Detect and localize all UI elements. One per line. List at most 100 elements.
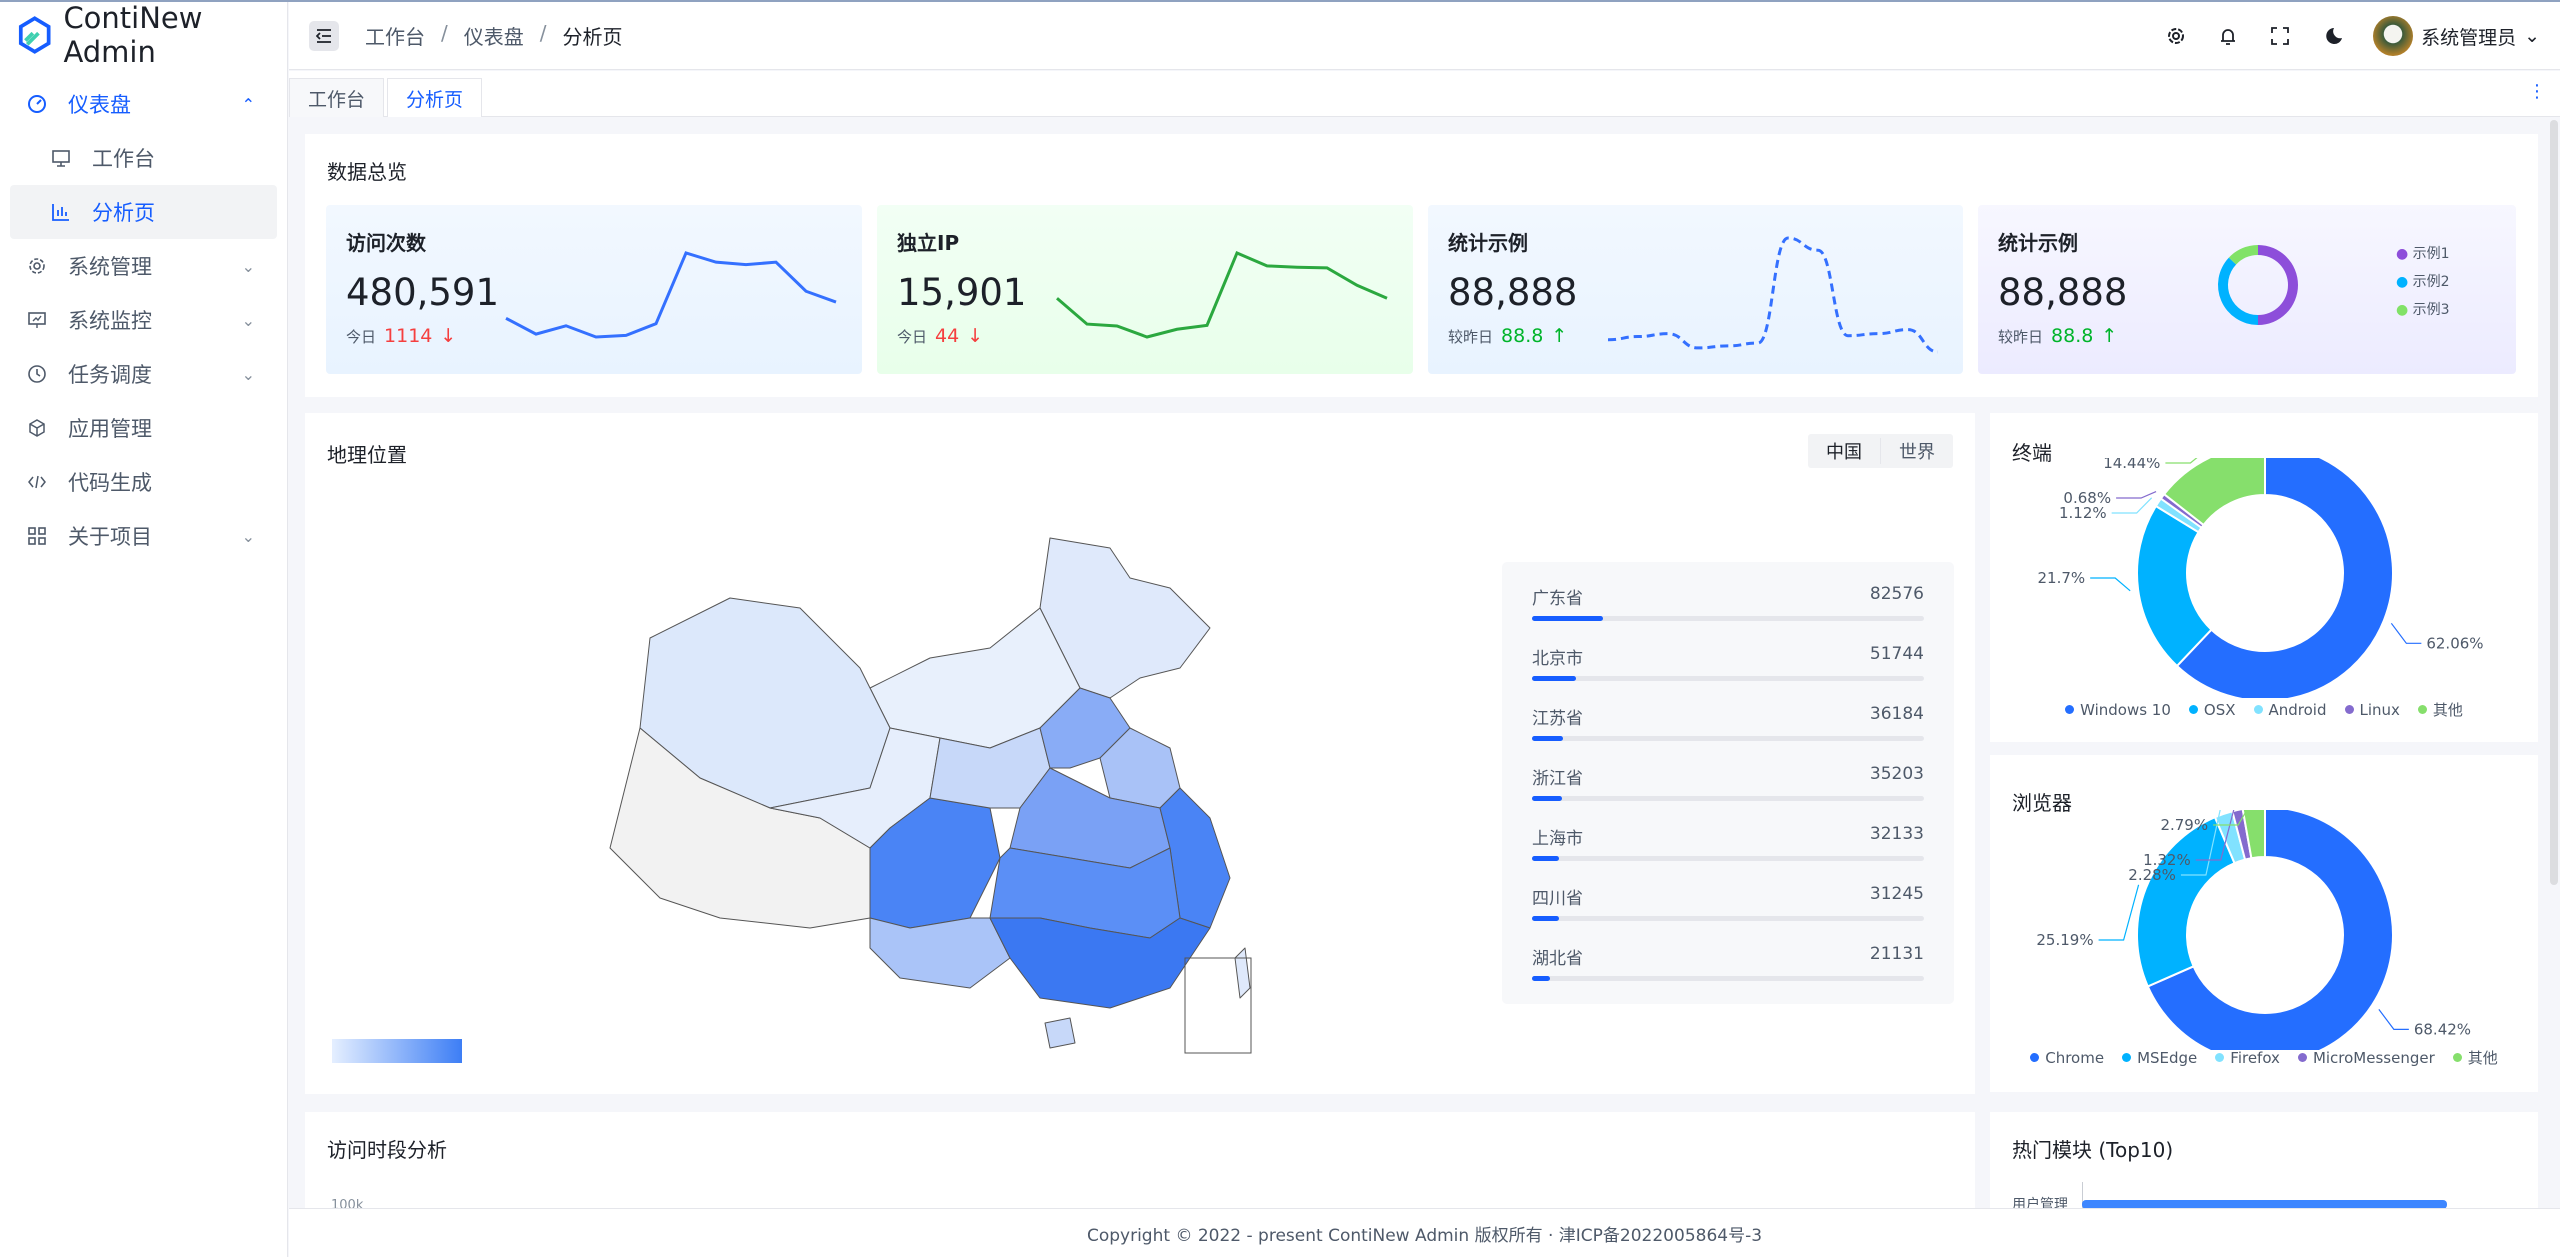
progress-fill xyxy=(1532,736,1563,741)
chevron-up-icon: ⌃ xyxy=(241,94,255,114)
region-name: 浙江省 xyxy=(1532,769,1583,789)
sidebar-menu: 仪表盘 ⌃ 工作台 分析页 系统管理 ⌄ 系统监控 ⌄ 任务调度 ⌄ 应用管理 代码生成… xyxy=(0,77,287,563)
terminal-donut-chart: 62.06% 21.7% 1.12%0.68% 14.44% xyxy=(2038,458,2484,698)
bar[interactable] xyxy=(2082,1200,2447,1209)
toggle-world[interactable]: 世界 xyxy=(1899,442,1935,463)
pie-label: 1.32% xyxy=(2143,851,2191,869)
sidebar-item-workbench[interactable]: 工作台 xyxy=(0,131,277,185)
pie-label-line xyxy=(2116,490,2157,499)
pie-label: 1.12% xyxy=(2059,504,2107,522)
legend-item[interactable]: Linux xyxy=(2344,699,2400,720)
legend-label: 示例3 xyxy=(2412,302,2450,318)
pie-label-line xyxy=(2213,810,2248,826)
stat-sub-label: 今日 xyxy=(346,327,377,346)
bar-chart-icon xyxy=(50,201,72,223)
pie-slice[interactable] xyxy=(2136,815,2236,988)
china-map[interactable] xyxy=(570,518,1290,1058)
breadcrumb-item[interactable]: 工作台 xyxy=(365,25,425,49)
app-name: ContiNew Admin xyxy=(63,1,203,69)
donut-slice[interactable] xyxy=(2258,245,2298,325)
pie-slice[interactable] xyxy=(2241,810,2266,860)
region-name: 北京市 xyxy=(1532,649,1583,669)
progress-track xyxy=(1532,796,1924,801)
legend-label: 其他 xyxy=(2467,1049,2498,1067)
legend-item[interactable]: MicroMessenger xyxy=(2297,1047,2435,1068)
legend-item[interactable]: MSEdge xyxy=(2122,1047,2197,1068)
sidebar-item-label: 分析页 xyxy=(92,201,155,225)
legend-item[interactable]: 其他 xyxy=(2417,699,2463,720)
tab-analysis[interactable]: 分析页 xyxy=(387,78,483,117)
region-value: 31245 xyxy=(1869,884,1924,904)
progress-track xyxy=(1532,976,1924,981)
more-vertical-icon[interactable]: ⋮ xyxy=(2528,81,2546,102)
legend-item[interactable]: Android xyxy=(2253,699,2327,720)
breadcrumb-item[interactable]: 仪表盘 xyxy=(463,25,524,49)
legend-item[interactable]: 其他 xyxy=(2452,1047,2498,1068)
pie-slice[interactable] xyxy=(2146,810,2394,1050)
card-title: 浏览器 xyxy=(2012,791,2072,815)
settings-icon[interactable] xyxy=(2165,25,2187,47)
legend-item[interactable]: ● 示例1 xyxy=(2396,246,2450,262)
legend-item[interactable]: Windows 10 xyxy=(2065,699,2171,720)
legend-dot xyxy=(2452,1053,2462,1062)
sidebar-item-label: 工作台 xyxy=(92,147,155,171)
legend-item[interactable]: Chrome xyxy=(2030,1047,2104,1068)
map-region xyxy=(1044,1017,1076,1049)
toggle-china[interactable]: 中国 xyxy=(1808,438,1881,464)
tab-workbench[interactable]: 工作台 xyxy=(289,78,385,117)
dark-mode-moon-icon[interactable] xyxy=(2321,25,2343,47)
card-title: 地理位置 xyxy=(327,443,407,467)
sidebar-item-analysis[interactable]: 分析页 xyxy=(10,185,277,239)
pie-label: 2.79% xyxy=(2160,816,2208,834)
menu-fold-icon xyxy=(316,28,331,43)
donut-slice[interactable] xyxy=(2228,245,2258,265)
browser-donut-chart: 68.42% 25.19% 2.28%1.32% 2.79% xyxy=(2036,810,2471,1050)
pie-label-line xyxy=(2111,497,2153,514)
sidebar-item-system[interactable]: 系统管理 ⌄ xyxy=(0,239,277,293)
fullscreen-icon[interactable] xyxy=(2269,25,2291,47)
donut-slice[interactable] xyxy=(2218,257,2258,325)
progress-track xyxy=(1532,856,1924,861)
top-header: 工作台 / 仪表盘 / 分析页 系统管理员 ⌄ xyxy=(289,2,2560,70)
legend-item[interactable]: ● 示例2 xyxy=(2396,274,2450,290)
ranking-item: 北京市 51744 xyxy=(1532,644,1924,696)
pie-slice[interactable] xyxy=(2175,458,2394,698)
breadcrumb: 工作台 / 仪表盘 / 分析页 xyxy=(365,21,623,50)
sidebar-item-about[interactable]: 关于项目 ⌄ xyxy=(0,509,277,563)
sidebar-item-dashboard[interactable]: 仪表盘 ⌃ xyxy=(0,77,277,131)
sidebar-item-schedule[interactable]: 任务调度 ⌄ xyxy=(0,347,277,401)
copyright-text: Copyright © 2022 - present ContiNew Admi… xyxy=(1086,1225,1763,1246)
breadcrumb-separator: / xyxy=(441,21,448,45)
stat-sub-value: 1114 xyxy=(384,325,433,347)
sidebar-item-apps[interactable]: 应用管理 xyxy=(0,401,277,455)
map-visual-map-scale[interactable] xyxy=(332,1039,462,1063)
sidebar-item-codegen[interactable]: 代码生成 xyxy=(0,455,277,509)
collapse-menu-button[interactable] xyxy=(309,20,339,51)
pie-label: 25.19% xyxy=(2036,931,2093,949)
logo[interactable]: ContiNew Admin xyxy=(0,1,287,69)
mini-donut-legend: ● 示例1 ● 示例2 ● 示例3 xyxy=(2396,240,2450,324)
ranking-item: 四川省 31245 xyxy=(1532,884,1924,936)
notification-bell-icon[interactable] xyxy=(2217,25,2239,47)
sidebar-item-monitor[interactable]: 系统监控 ⌄ xyxy=(0,293,277,347)
progress-track xyxy=(1532,916,1924,921)
legend-item[interactable]: ● 示例3 xyxy=(2396,302,2450,318)
progress-fill xyxy=(1532,616,1603,621)
legend-item[interactable]: Firefox xyxy=(2215,1047,2280,1068)
legend-label: 其他 xyxy=(2432,701,2463,719)
page-scrollbar[interactable] xyxy=(2550,120,2558,885)
ranking-item: 浙江省 35203 xyxy=(1532,764,1924,816)
monitor-icon xyxy=(26,309,48,331)
legend-label: Firefox xyxy=(2230,1048,2280,1067)
avatar xyxy=(2373,16,2414,56)
sparkline-series xyxy=(505,251,837,339)
pie-slice[interactable] xyxy=(2162,458,2266,527)
legend-label: MicroMessenger xyxy=(2312,1048,2435,1067)
legend-dot xyxy=(2253,705,2263,714)
map-region xyxy=(989,917,1211,1009)
user-menu[interactable]: 系统管理员 ⌄ xyxy=(2373,16,2540,56)
legend-item[interactable]: OSX xyxy=(2188,699,2236,720)
legend-dot xyxy=(2297,1053,2307,1062)
user-name: 系统管理员 xyxy=(2421,26,2517,49)
region-name: 上海市 xyxy=(1532,829,1583,849)
